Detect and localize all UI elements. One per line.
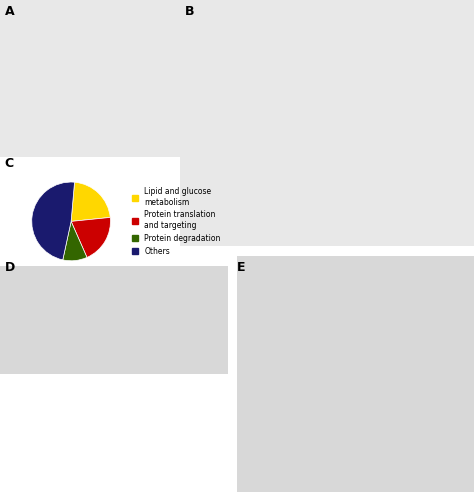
Text: B: B	[185, 5, 194, 18]
Wedge shape	[32, 182, 74, 260]
Text: A: A	[5, 5, 14, 18]
Wedge shape	[71, 217, 110, 257]
Text: E: E	[237, 261, 246, 274]
Legend: Lipid and glucose
metabolism, Protein translation
and targeting, Protein degrada: Lipid and glucose metabolism, Protein tr…	[129, 184, 224, 259]
Wedge shape	[63, 221, 87, 261]
Text: C: C	[5, 157, 14, 170]
Wedge shape	[71, 182, 110, 221]
Text: D: D	[5, 261, 15, 274]
